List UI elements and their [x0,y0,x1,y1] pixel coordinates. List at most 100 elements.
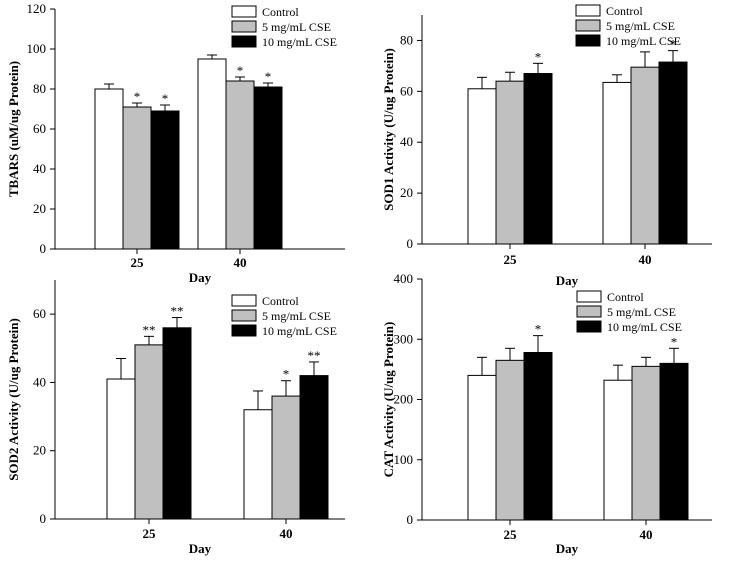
bar [94,88,124,250]
x-tick-label: 25 [504,527,518,542]
bar [630,66,660,245]
legend-label: 10 mg/mL CSE [262,35,337,49]
bar [602,81,632,245]
x-tick-label: 25 [504,252,518,267]
legend-label: 5 mg/mL CSE [607,305,676,319]
legend-label: Control [262,5,299,19]
chart-panel-2: 0 20 40 60 80 * * 25 40 Day SOD1 Activity (U/ug Pr… [381,4,712,288]
legend-label: 10 mg/mL CSE [606,34,681,48]
significance-mark: * [237,63,244,78]
y-tick-label: 100 [27,41,47,56]
significance-mark: * [535,322,542,337]
y-tick-label: 0 [407,236,414,251]
y-tick-label: 20 [33,201,46,216]
significance-mark: ** [308,348,321,363]
bar [523,352,553,521]
significance-mark: ** [143,322,156,337]
bar [467,88,497,245]
legend-label: 5 mg/mL CSE [262,20,331,34]
legend-swatch [576,290,602,303]
legend-swatch [575,34,601,47]
x-tick-label: 25 [143,526,157,541]
y-axis-title: CAT Activity (U/ug Protein) [381,322,396,478]
significance-mark: * [134,89,141,104]
legend-swatch [575,4,601,17]
legend-swatch [231,20,257,33]
x-axis-title: Day [556,541,579,556]
significance-mark: * [670,37,677,52]
y-tick-label: 20 [400,185,413,200]
legend-label: 10 mg/mL CSE [607,320,682,334]
x-axis-title: Day [556,273,579,288]
legend-swatch [231,294,257,307]
bar [631,365,661,521]
y-tick-label: 20 [33,443,46,458]
bar [243,409,273,520]
bar [658,61,688,245]
legend-label: Control [606,4,643,18]
chart-panel-1: 0 20 40 60 80 100 120 * * * * 25 40 Day TBARS (uM/ug P… [6,1,345,285]
y-tick-label: 60 [400,83,413,98]
significance-mark: * [265,69,272,84]
bar [523,73,553,245]
y-tick-label: 60 [33,121,46,136]
y-tick-label: 100 [394,452,414,467]
legend-label: 5 mg/mL CSE [262,309,331,323]
y-tick-label: 300 [394,331,414,346]
legend-label: Control [262,294,299,308]
legend-swatch [576,320,602,333]
bar [467,374,497,521]
y-tick-label: 40 [33,161,46,176]
legend-swatch [231,5,257,18]
y-tick-label: 120 [27,1,47,16]
significance-mark: ** [171,304,184,319]
legend-swatch [576,305,602,318]
significance-mark: * [535,49,542,64]
significance-mark: * [671,334,678,349]
y-tick-label: 60 [33,306,46,321]
y-axis-title: SOD2 Activity (U/ug Protein) [6,318,21,481]
y-tick-label: 0 [407,512,414,527]
y-tick-label: 0 [40,241,47,256]
bar [134,344,164,520]
y-axis-title: TBARS (uM/ug Protein) [6,61,21,197]
bar [106,378,136,520]
bar [225,80,255,250]
bar [659,362,689,521]
bar [271,395,301,520]
legend-label: 10 mg/mL CSE [262,324,337,338]
y-tick-label: 40 [33,374,46,389]
y-tick-label: 0 [40,511,47,526]
bar [150,110,180,250]
bar [253,86,283,250]
x-tick-label: 40 [234,255,247,270]
x-axis-title: Day [189,270,212,285]
chart-panel-4: 0 100 200 300 400 * * 25 40 Day CAT Activity (U/ug… [381,271,712,556]
legend-swatch [231,35,257,48]
x-tick-label: 40 [280,526,293,541]
y-tick-label: 80 [33,81,46,96]
x-tick-label: 40 [640,527,653,542]
significance-mark: * [162,91,169,106]
x-tick-label: 40 [639,252,652,267]
y-tick-label: 200 [394,392,414,407]
significance-mark: * [283,367,290,382]
legend-swatch [575,19,601,32]
x-tick-label: 25 [131,255,145,270]
legend-swatch [231,309,257,322]
legend-label: 5 mg/mL CSE [606,19,675,33]
bar [495,359,525,521]
bar [162,327,192,520]
bar [299,375,329,520]
bar [603,379,633,521]
y-axis-title: SOD1 Activity (U/ug Protein) [381,48,396,211]
bar [122,106,152,250]
bar [197,58,227,250]
bar [495,80,525,245]
